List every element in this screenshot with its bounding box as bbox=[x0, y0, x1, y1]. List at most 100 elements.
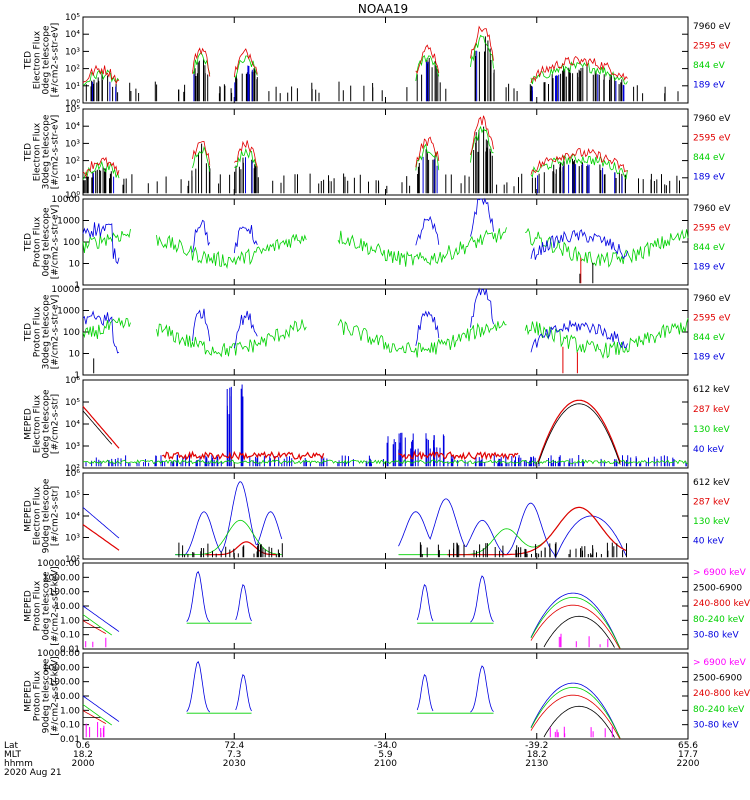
footer-hhmm-value: 2000 bbox=[72, 759, 95, 769]
series-spikes-magenta bbox=[85, 722, 613, 738]
y-tick-label: 10⁰ bbox=[65, 99, 80, 109]
series-spikes-blue bbox=[92, 156, 623, 194]
series-line-blue bbox=[82, 197, 628, 265]
series-line-green bbox=[83, 34, 628, 86]
legend-entry: 2595 eV bbox=[693, 134, 731, 144]
legend-entry: 240-800 keV bbox=[693, 599, 750, 609]
legend-entry: 130 keV bbox=[693, 425, 730, 435]
legend-entry: 40 keV bbox=[693, 537, 725, 547]
y-tick-label: 10⁴ bbox=[65, 512, 80, 522]
y-axis-label: TEDElectron Flux30deg telescope[#/cm2-s-… bbox=[24, 114, 61, 189]
panel-frame bbox=[82, 562, 689, 650]
footer-lat-value: 72.4 bbox=[224, 741, 244, 751]
series-line-blue bbox=[82, 481, 627, 559]
legend-entry: 30-80 keV bbox=[693, 630, 739, 640]
y-tick-label: 10⁵ bbox=[65, 13, 80, 23]
legend-entry: 189 eV bbox=[693, 81, 726, 91]
panel-frame bbox=[82, 198, 689, 286]
y-tick-label: 100.00 bbox=[49, 678, 81, 688]
legend-entry: 287 keV bbox=[693, 498, 730, 508]
y-tick-label: 10² bbox=[65, 464, 80, 474]
footer-lat-value: -39.2 bbox=[525, 741, 548, 751]
legend-entry: 7960 eV bbox=[693, 114, 731, 124]
footer-row-label: MLT bbox=[4, 750, 22, 760]
footer-hhmm-value: 2030 bbox=[223, 759, 246, 769]
series-spikes-blue bbox=[91, 50, 625, 102]
y-tick-label: 10³ bbox=[65, 442, 80, 452]
y-tick-label: 10³ bbox=[65, 534, 80, 544]
y-tick-label: 10³ bbox=[65, 47, 80, 57]
footer-lat-value: -34.0 bbox=[374, 741, 398, 751]
y-axis-label: MEPEDProton Flux0deg telescope[#/cm2-s-s… bbox=[24, 566, 61, 645]
legend-entry: 40 keV bbox=[693, 445, 725, 455]
series-line-black bbox=[83, 615, 615, 648]
legend-entry: 844 eV bbox=[693, 61, 726, 71]
legend-entry: 189 eV bbox=[693, 173, 726, 183]
series-line-green bbox=[82, 597, 621, 649]
footer-mlt-value: 18.2 bbox=[527, 750, 547, 760]
y-axis-label: TEDProton Flux30deg telescope[#/cm2-s-st… bbox=[24, 294, 61, 369]
y-tick-label: 1000.00 bbox=[43, 573, 80, 583]
series-line-red bbox=[82, 115, 628, 178]
y-tick-label: 10.00 bbox=[54, 602, 80, 612]
legend-entry: 189 eV bbox=[693, 263, 726, 273]
y-tick-label: 10 bbox=[69, 350, 81, 360]
y-tick-label: 10⁴ bbox=[65, 30, 80, 40]
series-line-black bbox=[82, 403, 621, 465]
y-tick-label: 10000 bbox=[51, 195, 80, 205]
series-line-black bbox=[83, 705, 615, 738]
legend-entry: 7960 eV bbox=[693, 294, 731, 304]
y-tick-label: 1.00 bbox=[60, 616, 80, 626]
footer-row-label: Lat bbox=[4, 741, 19, 751]
y-tick-label: 0.01 bbox=[60, 645, 80, 655]
y-tick-label: 100 bbox=[63, 328, 80, 338]
y-tick-label: 1 bbox=[74, 371, 80, 381]
y-tick-label: 1000.00 bbox=[43, 663, 80, 673]
legend-entry: 844 eV bbox=[693, 333, 726, 343]
series-line-red bbox=[82, 399, 621, 463]
legend-entry: 2595 eV bbox=[693, 42, 731, 52]
panel-frame bbox=[82, 16, 689, 104]
y-axis-label: MEPEDElectron Flux90deg telescope[#/cm2-… bbox=[24, 478, 61, 553]
y-tick-label: 10⁶ bbox=[65, 376, 80, 386]
series-line-red bbox=[82, 604, 621, 650]
series-spikes-black bbox=[83, 126, 680, 194]
legend-entry: 80-240 keV bbox=[693, 615, 745, 625]
series-line-red bbox=[82, 25, 628, 85]
y-tick-label: 10⁴ bbox=[65, 122, 80, 132]
footer-hhmm-value: 2200 bbox=[677, 759, 700, 769]
series-line-red bbox=[82, 694, 621, 740]
series-line-blue bbox=[82, 570, 621, 650]
series-line-blue bbox=[82, 660, 621, 740]
y-axis-label: MEPEDElectron Flux0deg telescope[#/cm2-s… bbox=[24, 389, 61, 459]
legend-entry: 7960 eV bbox=[693, 204, 731, 214]
series-spikes-black bbox=[579, 262, 594, 284]
y-tick-label: 0.10 bbox=[60, 631, 80, 641]
y-tick-label: 0.01 bbox=[60, 735, 80, 745]
y-tick-label: 100.00 bbox=[49, 588, 81, 598]
series-spikes-black bbox=[85, 36, 679, 102]
legend-entry: 240-800 keV bbox=[693, 689, 750, 699]
legend-entry: > 6900 keV bbox=[693, 658, 747, 668]
y-tick-label: 10 bbox=[69, 260, 81, 270]
legend-entry: 2500-6900 bbox=[693, 584, 742, 594]
y-tick-label: 0.10 bbox=[60, 721, 80, 731]
y-tick-label: 10000 bbox=[51, 285, 80, 295]
footer-mlt-value: 5.9 bbox=[378, 750, 393, 760]
legend-entry: 2595 eV bbox=[693, 224, 731, 234]
series-line-green bbox=[82, 687, 621, 739]
y-tick-label: 100 bbox=[63, 238, 80, 248]
footer-hhmm-value: 2100 bbox=[374, 759, 397, 769]
series-line-blue bbox=[82, 287, 628, 354]
legend-entry: 612 keV bbox=[693, 478, 730, 488]
panel-frame bbox=[82, 652, 689, 740]
legend-entry: 844 eV bbox=[693, 153, 726, 163]
series-spikes-red bbox=[562, 346, 578, 374]
y-tick-label: 10⁰ bbox=[65, 191, 80, 201]
legend-entry: 189 eV bbox=[693, 353, 726, 363]
y-tick-label: 10² bbox=[65, 65, 80, 75]
legend-entry: 287 keV bbox=[693, 405, 730, 415]
series-line-green bbox=[82, 459, 689, 465]
